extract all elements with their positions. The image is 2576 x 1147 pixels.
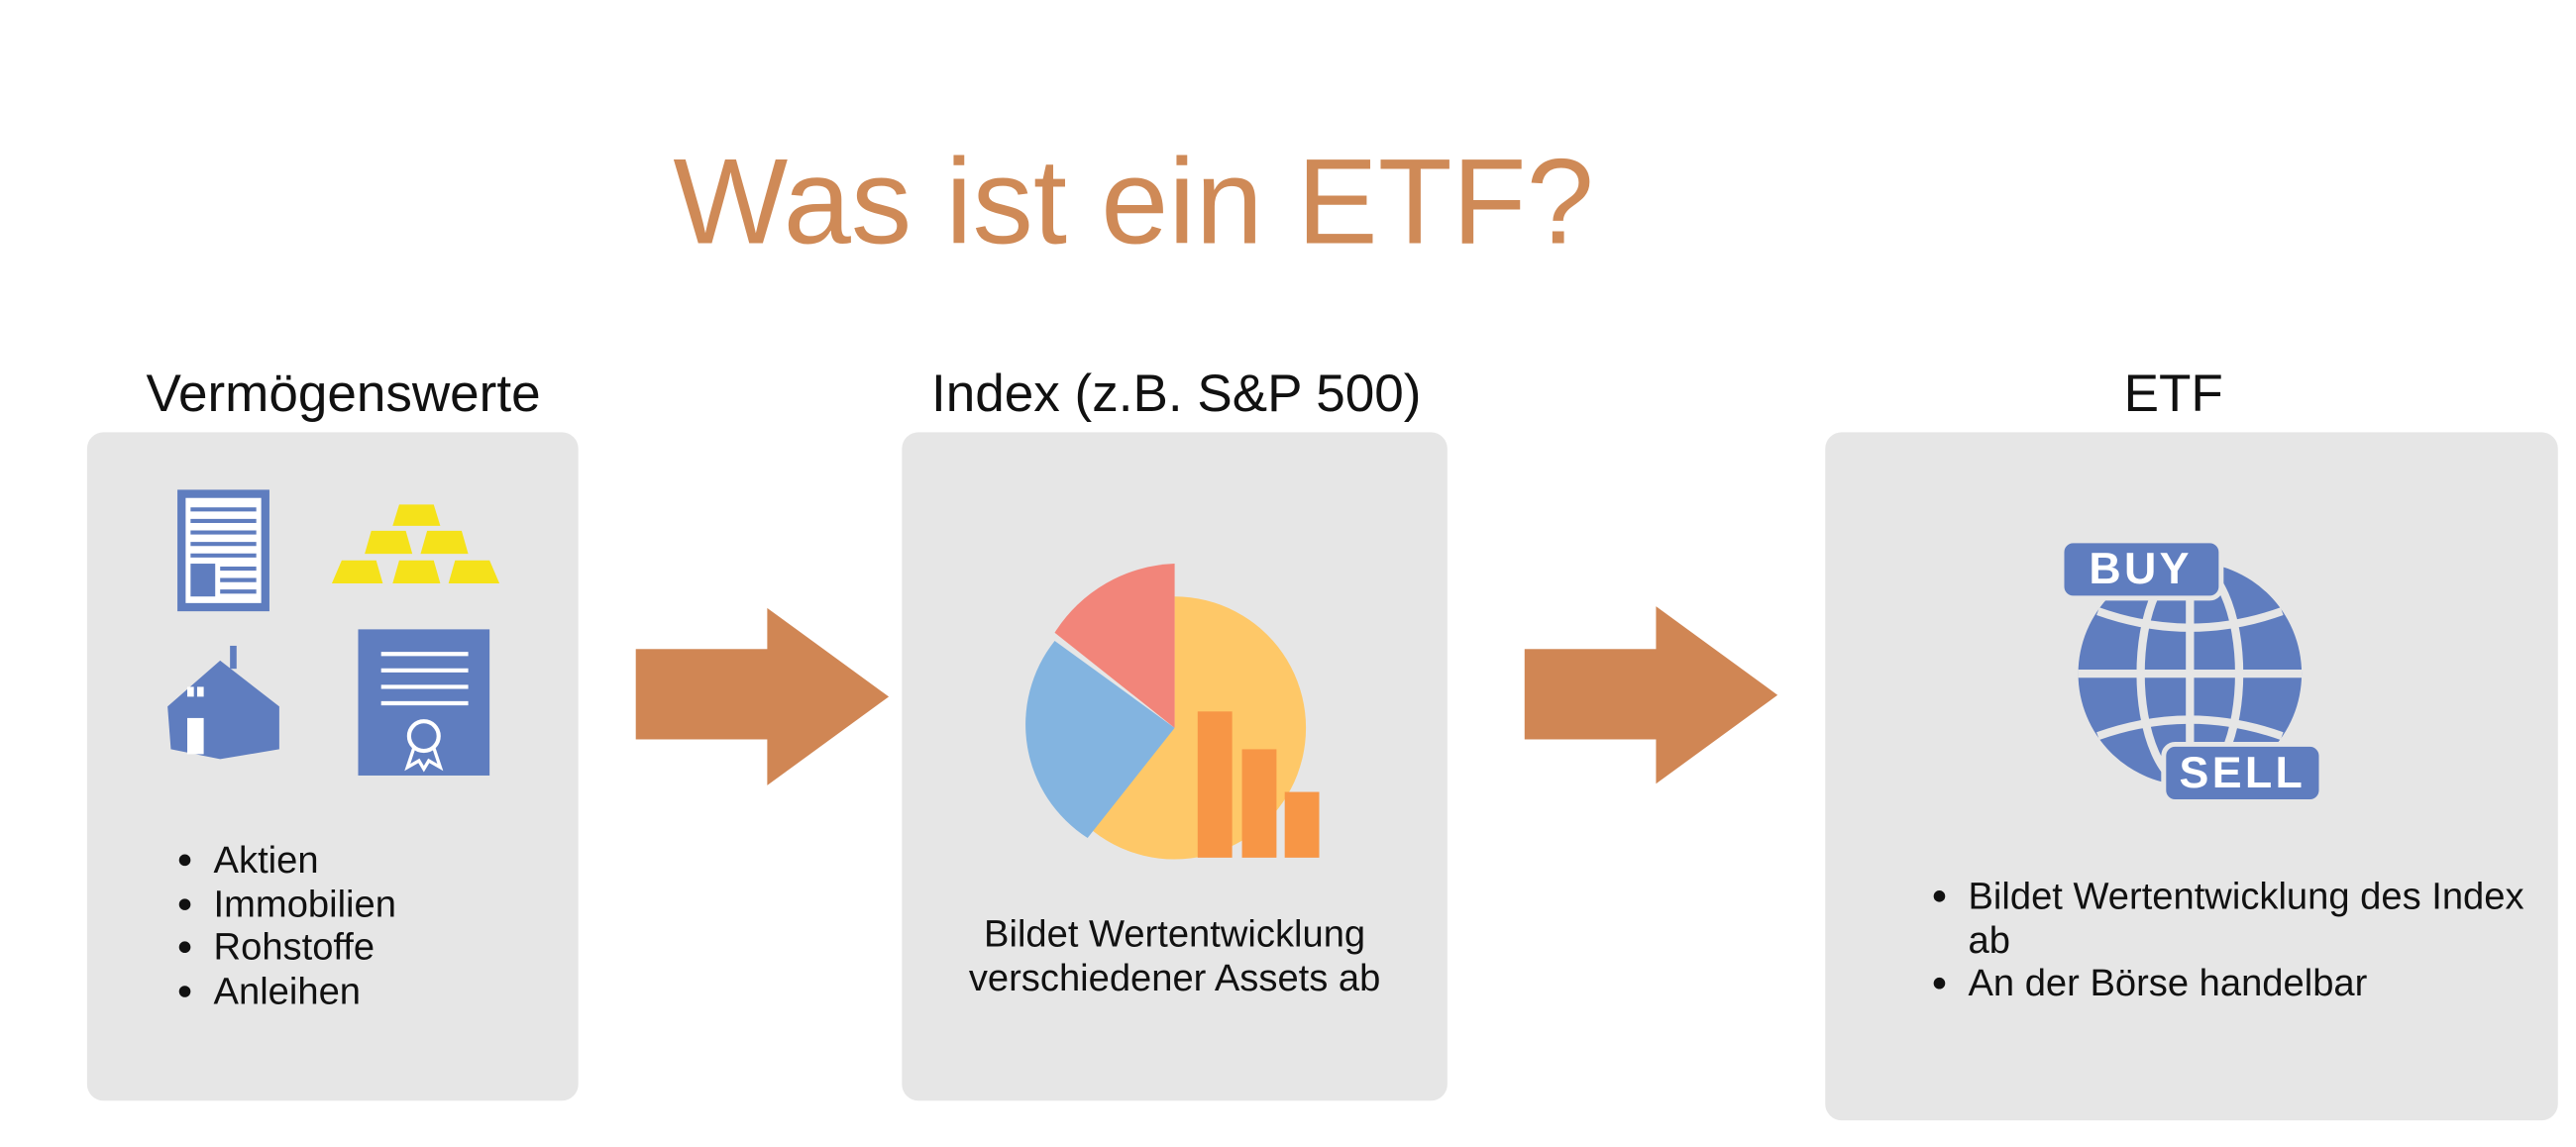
bullet-list-box: AktienImmobilienRohstoffeAnleihen [170,838,565,1035]
column-heading: Index (z.B. S&P 500) [931,365,1421,423]
gold-icon [331,504,500,583]
bullet-item: Bildet Wertentwicklung des Index ab [1968,874,2532,961]
pie-chart-icon [1025,564,1320,860]
bullet-list: AktienImmobilienRohstoffeAnleihen [170,838,565,1012]
arrow [1524,606,1778,784]
title: Was ist ein ETF? [673,135,1593,270]
bullet-item: Anleihen [214,969,566,1012]
bullet-item: Aktien [214,838,566,882]
column-heading: Vermögenswerte [147,365,541,423]
badge-label: SELL [2180,748,2307,797]
document-icon [177,489,269,612]
bullet-list-box: Bildet Wertentwicklung des Index abAn de… [1925,874,2533,1038]
description: Bildet Wertentwicklung verschiedener Ass… [968,911,1381,998]
bullet-item: An der Börse handelbar [1968,961,2532,1004]
globe-icon: BUY SELL [2059,538,2324,804]
list: AktienImmobilienRohstoffeAnleihen [170,838,565,1012]
house-icon [167,645,279,760]
arrow [635,607,890,785]
bullet-item: Rohstoffe [214,925,566,969]
certificate-icon [358,629,490,776]
column-heading: ETF [2124,365,2223,423]
bullet-item: Immobilien [214,882,566,925]
bullet-list: Bildet Wertentwicklung des Index abAn de… [1925,874,2533,1004]
list: Bildet Wertentwicklung des Index abAn de… [1925,874,2533,1004]
badge-label: BUY [2089,544,2192,593]
text-box: Bildet Wertentwicklung verschiedener Ass… [968,911,1381,998]
